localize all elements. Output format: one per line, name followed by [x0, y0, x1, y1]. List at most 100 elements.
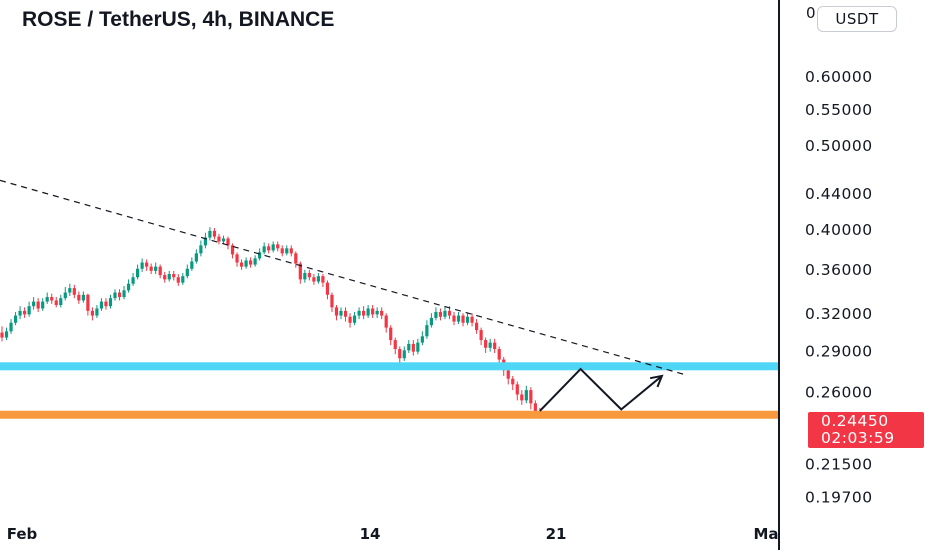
candle-body — [493, 342, 497, 350]
candle-body — [384, 315, 388, 328]
candle-body — [77, 294, 81, 301]
candle-body — [154, 266, 158, 271]
price-tick-label: 0.21500 — [805, 455, 873, 473]
candle-body — [217, 236, 221, 242]
price-tick-label: 0.32000 — [805, 305, 873, 323]
candle-body — [27, 306, 31, 315]
support-level-1 — [0, 362, 779, 371]
candle-body — [50, 297, 54, 301]
candle-body — [488, 342, 492, 348]
last-price-tag: 0.24450 02:03:59 — [808, 412, 924, 448]
candle-body — [258, 252, 262, 259]
candle-body — [163, 275, 167, 280]
candle-body — [104, 301, 108, 307]
candle-body — [36, 301, 40, 309]
candles-layer — [0, 227, 542, 419]
candle-body — [402, 350, 406, 359]
candle-body — [41, 301, 45, 309]
candle-body — [181, 276, 185, 283]
candle-body — [203, 237, 207, 246]
last-price-value: 0.24450 — [821, 412, 889, 430]
candle-body — [515, 384, 519, 395]
candle-body — [81, 294, 85, 301]
candle-body — [72, 288, 76, 295]
candle-body — [529, 390, 533, 404]
candle-body — [475, 322, 479, 331]
candle-body — [226, 238, 230, 246]
candle-body — [190, 261, 194, 269]
price-tick-label: 0.40000 — [805, 221, 873, 239]
candle-body — [285, 248, 289, 254]
candle-body — [149, 266, 153, 271]
price-tick-label: 0.50000 — [805, 137, 873, 155]
candle-body — [13, 315, 18, 323]
candle-body — [447, 310, 452, 316]
time-tick-label: 21 — [546, 525, 567, 543]
candle-body — [271, 244, 275, 251]
candle-body — [380, 310, 384, 316]
price-tick-label: 0.26000 — [805, 384, 873, 402]
candle-body — [23, 310, 27, 315]
candle-body — [122, 290, 126, 298]
candle-body — [145, 262, 149, 267]
candle-body — [199, 245, 203, 254]
candle-body — [506, 370, 510, 379]
candle-body — [298, 263, 302, 280]
candle-body — [366, 308, 370, 316]
candle-body — [321, 276, 325, 283]
candle-body — [239, 262, 244, 267]
candle-body — [470, 316, 474, 323]
candle-body — [221, 238, 226, 242]
drawings-layer — [0, 179, 779, 419]
candle-body — [303, 272, 307, 280]
candle-body — [59, 298, 63, 306]
candle-body — [172, 274, 176, 278]
candle-body — [456, 315, 461, 322]
support-level-2 — [0, 410, 779, 419]
candle-body — [533, 403, 537, 413]
candle-body — [343, 310, 348, 317]
candle-body — [334, 307, 339, 316]
price-tick-label: 0.44000 — [805, 185, 873, 203]
time-axis[interactable]: Feb 14 21 Ma — [7, 525, 779, 543]
candle-body — [416, 342, 420, 352]
candle-body — [95, 308, 99, 316]
candle-body — [479, 330, 483, 341]
candle-body — [465, 316, 470, 323]
candle-body — [443, 310, 447, 317]
candle-body — [185, 268, 189, 277]
axis-top-cut-label: 0 — [806, 4, 816, 22]
candle-body — [99, 301, 104, 309]
price-tick-label: 0.19700 — [805, 488, 873, 506]
candle-body — [425, 325, 429, 337]
candle-body — [429, 317, 433, 326]
candle-body — [497, 349, 501, 360]
candle-body — [393, 340, 397, 350]
candle-body — [244, 260, 248, 267]
candle-body — [140, 262, 144, 269]
candle-body — [307, 272, 311, 278]
price-axis[interactable]: 0.60000 0.55000 0.50000 0.44000 0.40000 0.360… — [778, 0, 873, 550]
candle-body — [330, 294, 334, 308]
candle-body — [411, 343, 415, 352]
candle-body — [348, 316, 352, 323]
chart-title: ROSE / TetherUS, 4h, BINANCE — [22, 8, 335, 31]
bar-countdown: 02:03:59 — [821, 429, 895, 447]
candle-body — [253, 258, 257, 265]
candle-body — [438, 312, 443, 317]
candle-body — [9, 322, 13, 332]
currency-selector[interactable]: USDT — [817, 6, 897, 32]
candle-body — [339, 310, 343, 316]
price-tick-label: 0.36000 — [805, 261, 873, 279]
candle-body — [398, 349, 402, 359]
candle-body — [249, 260, 253, 265]
candle-body — [136, 268, 140, 278]
candle-body — [325, 282, 330, 295]
candle-body — [461, 315, 465, 323]
candle-body — [167, 274, 171, 280]
candle-body — [267, 246, 271, 251]
candle-body — [4, 331, 9, 338]
candle-body — [316, 276, 320, 282]
candle-body — [108, 298, 113, 307]
